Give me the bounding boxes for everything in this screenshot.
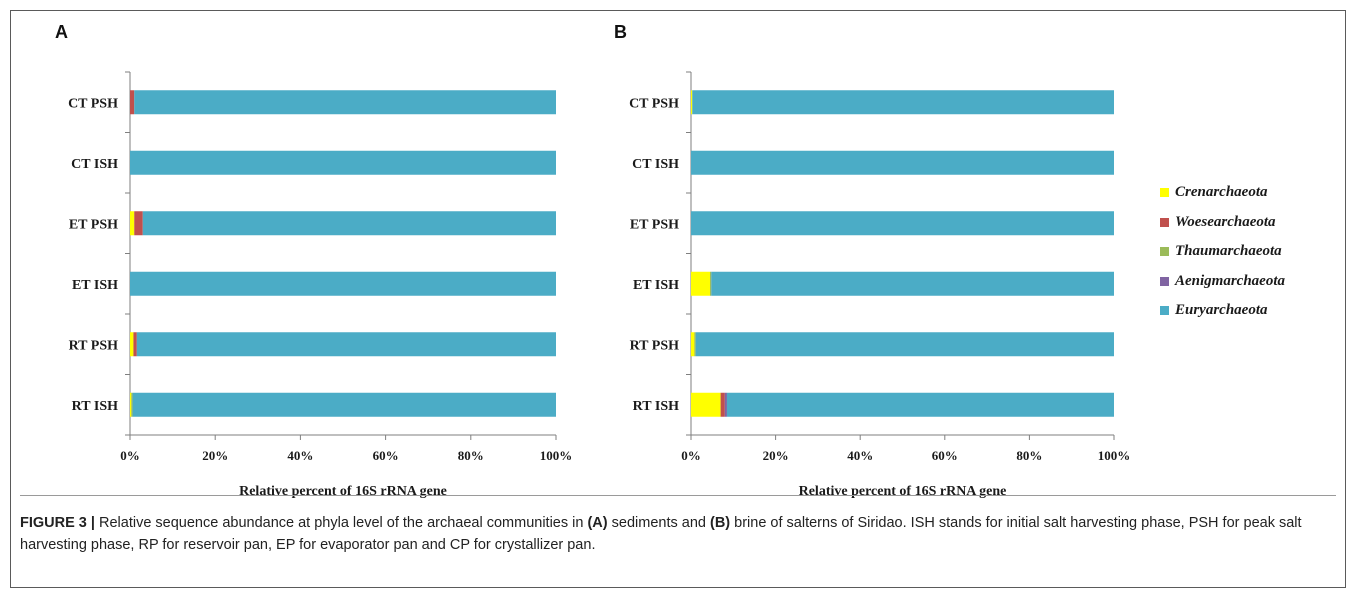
- category-label-b: RT ISH: [633, 399, 679, 414]
- chart-panel-b: 0% 20% 40% 60% 80% 100% CT PSH CT ISH ET PSH ET I…: [629, 71, 1131, 499]
- legend-label-woesearchaeota: Woesearchaeota: [1175, 213, 1276, 230]
- bar-b-et-ish-euryarchaeota: [711, 271, 1114, 296]
- caption-text-3: brine of salterns of Siridao. ISH stands…: [20, 515, 1302, 553]
- panel-a-letter: A: [55, 22, 68, 42]
- panel-b-letter: B: [614, 22, 627, 42]
- legend-item-euryarchaeota: Euryarchaeota: [1160, 296, 1285, 326]
- bar-b-rt-psh-euryarchaeota: [695, 332, 1114, 357]
- x-tick-label-a: 20%: [202, 448, 228, 463]
- charts-svg: 0% 20% 40% 60% 80% 100% CT PSH CT ISH ET PSH ET I…: [68, 71, 1131, 499]
- bar-b-rt-psh-thaumarchaeota: [694, 332, 696, 357]
- category-label-a: CT ISH: [71, 157, 118, 172]
- bar-a-ct-psh-euryarchaeota: [134, 90, 556, 115]
- bar-a-rt-psh-euryarchaeota: [136, 332, 557, 357]
- x-tick-label-b: 0%: [681, 448, 701, 463]
- bar-a-ct-psh-woesearchaeota: [130, 90, 135, 115]
- bar-b-et-psh-euryarchaeota: [691, 211, 1114, 236]
- x-tick-label-b: 80%: [1016, 448, 1042, 463]
- x-tick-label-a: 100%: [540, 448, 573, 463]
- legend-item-woesearchaeota: Woesearchaeota: [1160, 208, 1285, 238]
- category-label-b: ET PSH: [630, 217, 679, 232]
- bar-a-rt-psh-woesearchaeota: [133, 332, 137, 357]
- category-label-a: RT PSH: [69, 338, 119, 353]
- figure-caption: FIGURE 3 | Relative sequence abundance a…: [20, 512, 1330, 556]
- bar-b-et-ish-crenarchaeota: [691, 271, 711, 296]
- legend: Crenarchaeota Woesearchaeota Thaumarchae…: [1160, 178, 1285, 326]
- caption-ref-a: (A): [587, 515, 608, 531]
- bar-b-rt-ish-aenigmarchaeota: [724, 392, 727, 417]
- category-label-a: ET ISH: [72, 278, 118, 293]
- bar-a-ct-ish-euryarchaeota: [130, 150, 556, 175]
- bar-b-rt-ish-crenarchaeota: [691, 392, 721, 417]
- caption-label: FIGURE 3 |: [20, 515, 95, 531]
- bar-a-rt-psh-crenarchaeota: [130, 332, 134, 357]
- category-label-b: CT PSH: [629, 96, 679, 111]
- bar-b-rt-psh-crenarchaeota: [691, 332, 695, 357]
- bar-a-rt-ish-euryarchaeota: [132, 392, 556, 417]
- caption-divider: [20, 495, 1336, 496]
- legend-label-aenigmarchaeota: Aenigmarchaeota: [1175, 272, 1286, 289]
- legend-swatch-thaumarchaeota: [1160, 247, 1169, 257]
- bar-b-ct-ish-euryarchaeota: [691, 150, 1114, 175]
- legend-swatch-woesearchaeota: [1160, 217, 1169, 227]
- caption-text-1: Relative sequence abundance at phyla lev…: [94, 515, 588, 531]
- bar-b-rt-ish-euryarchaeota: [726, 392, 1114, 417]
- legend-swatch-crenarchaeota: [1160, 188, 1169, 198]
- bar-a-rt-ish-crenarchaeota: [130, 392, 132, 417]
- legend-label-euryarchaeota: Euryarchaeota: [1175, 302, 1268, 319]
- figure-frame: [10, 10, 1346, 588]
- bar-b-rt-ish-woesearchaeota: [720, 392, 725, 417]
- x-tick-label-b: 20%: [763, 448, 789, 463]
- bar-b-et-ish-thaumarchaeota: [710, 271, 712, 296]
- x-tick-label-a: 40%: [287, 448, 313, 463]
- x-tick-label-a: 80%: [458, 448, 484, 463]
- x-tick-label-b: 40%: [847, 448, 873, 463]
- category-label-b: ET ISH: [633, 278, 679, 293]
- chart-panel-a: 0% 20% 40% 60% 80% 100% CT PSH CT ISH ET PSH ET I…: [68, 71, 573, 499]
- x-tick-label-b: 100%: [1098, 448, 1131, 463]
- x-tick-label-a: 60%: [373, 448, 399, 463]
- legend-item-aenigmarchaeota: Aenigmarchaeota: [1160, 267, 1285, 297]
- x-tick-label-b: 60%: [932, 448, 958, 463]
- bar-b-ct-psh-euryarchaeota: [692, 90, 1114, 115]
- caption-text-2: sediments and: [607, 515, 710, 531]
- category-label-a: CT PSH: [68, 96, 118, 111]
- x-tick-label-a: 0%: [120, 448, 140, 463]
- category-label-b: RT PSH: [630, 338, 680, 353]
- legend-swatch-euryarchaeota: [1160, 306, 1169, 316]
- legend-label-crenarchaeota: Crenarchaeota: [1175, 184, 1268, 201]
- bar-b-ct-psh-crenarchaeota: [691, 90, 693, 115]
- legend-item-thaumarchaeota: Thaumarchaeota: [1160, 237, 1285, 267]
- bar-a-et-psh-crenarchaeota: [130, 211, 135, 236]
- caption-ref-b: (B): [709, 515, 731, 531]
- category-label-a: ET PSH: [69, 217, 118, 232]
- legend-swatch-aenigmarchaeota: [1160, 276, 1169, 286]
- bar-a-et-psh-euryarchaeota: [142, 211, 556, 236]
- bar-a-rt-ish-thaumarchaeota: [131, 392, 133, 417]
- category-label-b: CT ISH: [632, 157, 679, 172]
- legend-label-thaumarchaeota: Thaumarchaeota: [1175, 243, 1282, 260]
- category-label-a: RT ISH: [72, 399, 118, 414]
- bar-a-et-psh-woesearchaeota: [134, 211, 143, 236]
- bar-a-et-ish-euryarchaeota: [130, 271, 556, 296]
- x-axis-title-a: Relative percent of 16S rRNA gene: [239, 484, 447, 499]
- legend-item-crenarchaeota: Crenarchaeota: [1160, 178, 1285, 208]
- x-axis-title-b: Relative percent of 16S rRNA gene: [799, 484, 1007, 499]
